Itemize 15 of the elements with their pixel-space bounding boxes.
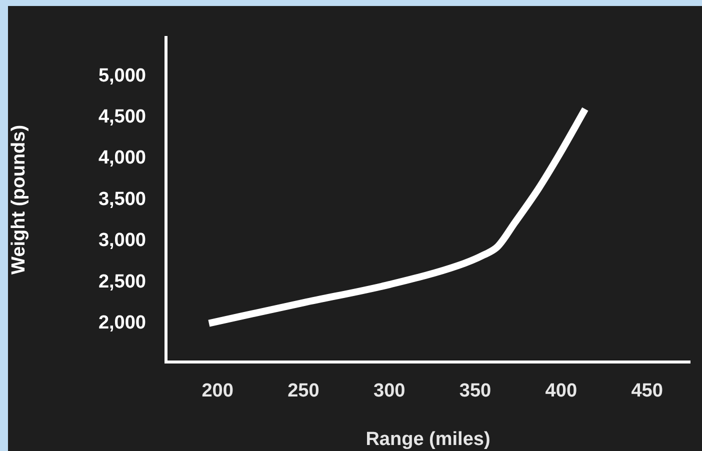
- y-tick-label: 3,500: [98, 188, 146, 210]
- x-tick-label: 450: [631, 380, 663, 402]
- y-tick-label: 4,500: [98, 106, 146, 128]
- y-tick-label: 5,000: [98, 65, 146, 86]
- x-tick-label: 400: [545, 380, 577, 402]
- y-axis-title: Weight (pounds): [8, 124, 30, 274]
- y-tick-label: 2,500: [98, 271, 146, 292]
- y-tick-label: 2,000: [98, 312, 146, 334]
- x-tick-label: 250: [288, 380, 320, 402]
- y-tick-label: 4,000: [98, 148, 146, 169]
- x-tick-label: 300: [373, 380, 406, 402]
- x-tick-label: 350: [459, 380, 492, 402]
- x-tick-label: 200: [202, 380, 234, 402]
- y-tick-label: 3,000: [98, 230, 146, 252]
- x-axis-title: Range (miles): [366, 428, 490, 450]
